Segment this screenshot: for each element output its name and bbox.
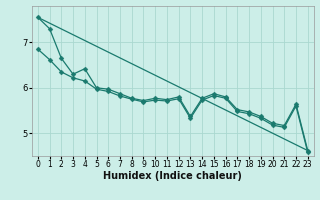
X-axis label: Humidex (Indice chaleur): Humidex (Indice chaleur): [103, 171, 242, 181]
